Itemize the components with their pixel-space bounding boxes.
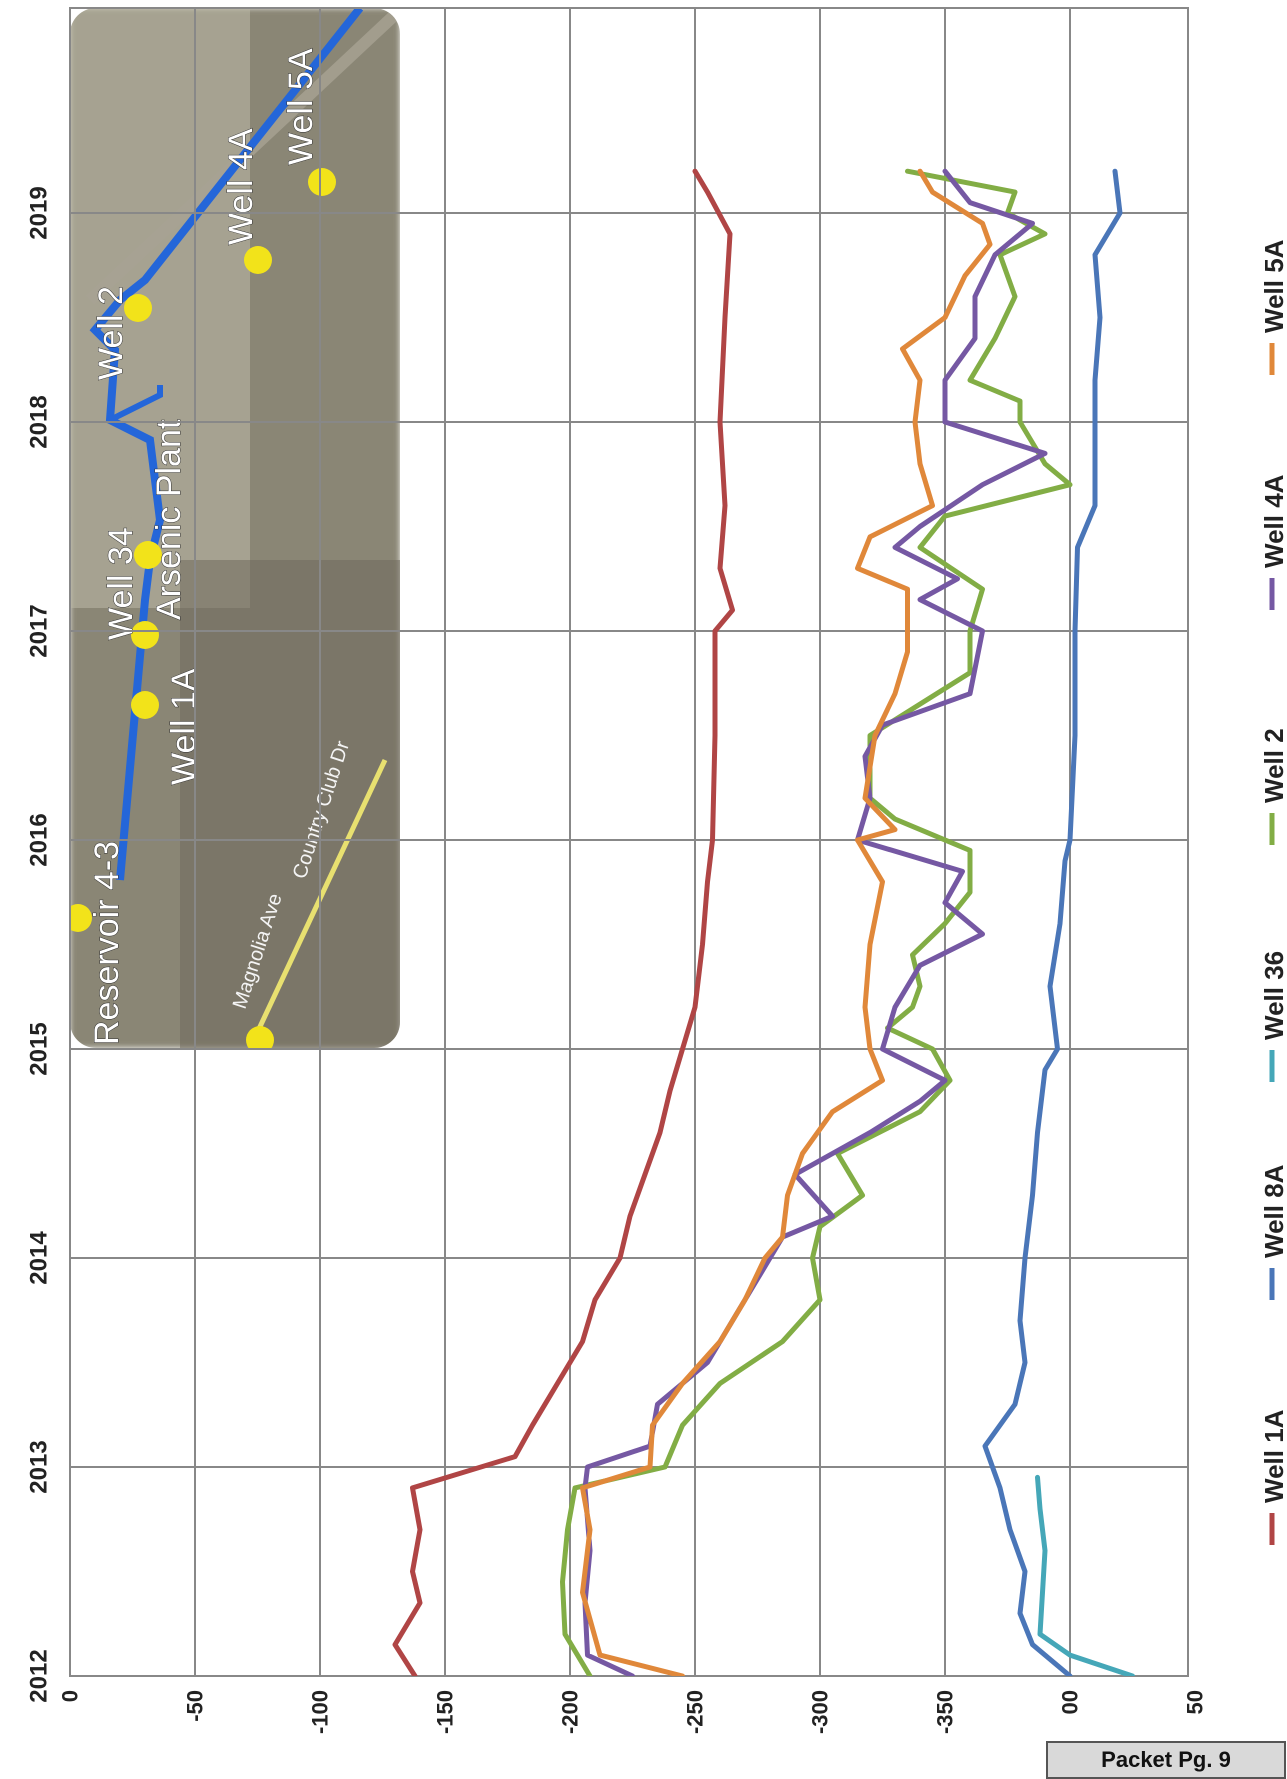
yellow-road-line [247, 758, 388, 1048]
x-tick-label: 2016 [25, 813, 52, 866]
legend-label: Well 4A [1259, 474, 1287, 568]
pin-icon [246, 1026, 274, 1048]
map-label: Well 1A [165, 668, 203, 785]
pin-icon [134, 541, 162, 569]
x-tick-label: 2015 [25, 1022, 52, 1075]
y-tick-label: -50 [183, 1690, 208, 1722]
y-tick-label: -300 [808, 1690, 833, 1734]
packet-page-footer: Packet Pg. 9 [1046, 1741, 1286, 1779]
map-label: Well 34 [102, 527, 140, 640]
chart-series [392, 168, 1135, 1676]
chart-ticks: 2012 2013 2014 2015 2016 2017 2018 2019 0 -50 -100… [25, 186, 1207, 1734]
y-tick-label: -100 [308, 1690, 333, 1734]
legend-label: Well 1A [1259, 1409, 1287, 1503]
y-tick-label: -250 [683, 1690, 708, 1734]
x-tick-label: 2018 [25, 395, 52, 448]
x-tick-label: 2014 [25, 1231, 52, 1285]
series-line-well-2 [560, 168, 1073, 1676]
y-tick-label: 00 [1058, 1690, 1083, 1714]
map-label: Well 4A [222, 128, 260, 245]
x-tick-label: 2019 [25, 186, 52, 239]
y-tick-label: 0 [58, 1690, 83, 1702]
pin-icon [131, 621, 159, 649]
pin-icon [131, 691, 159, 719]
aerial-map-inset: Well 2 Well 4A Well 5A Well 34 Arsenic P… [70, 8, 400, 1048]
map-label: Well 5A [282, 48, 320, 165]
legend-label: Well 8A [1259, 1164, 1287, 1258]
x-tick-label: 2017 [25, 604, 52, 657]
y-tick-label: 50 [1183, 1690, 1208, 1714]
x-tick-label: 2013 [25, 1440, 52, 1493]
y-tick-label: -200 [558, 1690, 583, 1734]
y-tick-label: -350 [933, 1690, 958, 1734]
pin-icon [308, 168, 336, 196]
chart-grid [69, 7, 1189, 1677]
legend-label: Well 36 [1259, 951, 1287, 1040]
chart-legend: Well 1A Well 8A Well 36 Well 2 Well 4A Well 5… [1259, 239, 1287, 1545]
pin-icon [244, 246, 272, 274]
legend-label: Well 5A [1259, 239, 1287, 333]
series-line-well-5a [580, 168, 993, 1676]
pin-icon [124, 294, 152, 322]
map-label: Well 2 [92, 286, 130, 380]
map-label: Reservoir 4-3 [88, 841, 126, 1045]
x-tick-label: 2012 [25, 1649, 52, 1702]
series-line-well-4a [582, 168, 1048, 1676]
series-line-well-1a [392, 168, 735, 1676]
map-label: Arsenic Plant [150, 419, 188, 620]
y-tick-label: -150 [433, 1690, 458, 1734]
series-line-well-8a [982, 168, 1123, 1676]
legend-label: Well 2 [1259, 728, 1287, 803]
series-line-well-36 [1035, 1474, 1135, 1676]
